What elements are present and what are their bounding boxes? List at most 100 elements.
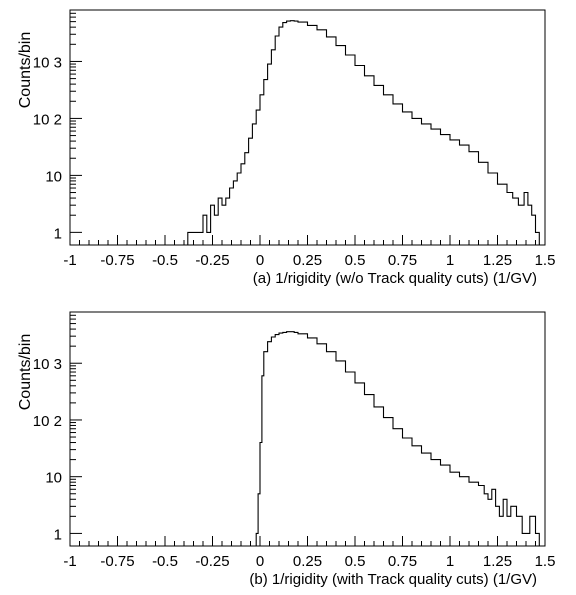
histogram-bin — [203, 215, 207, 245]
histogram-bin — [308, 25, 318, 245]
histogram-bin — [518, 205, 524, 245]
histogram-bin — [252, 124, 256, 245]
histogram-bin — [207, 232, 211, 245]
histogram-bin — [517, 516, 523, 546]
y-axis-title: Counts/bin — [17, 334, 34, 411]
histogram-bin — [290, 21, 294, 245]
histogram-bin — [365, 76, 375, 245]
x-tick-label: -0.75 — [100, 252, 134, 269]
histogram-bin — [195, 232, 199, 245]
histogram-bin — [275, 36, 279, 245]
histogram-bin — [431, 460, 441, 546]
histogram-bin — [283, 23, 287, 245]
histogram-bin — [298, 334, 308, 546]
histogram-bin — [507, 516, 511, 546]
histogram-bin — [479, 162, 489, 245]
histogram-bin — [422, 124, 432, 245]
histogram-bin — [287, 21, 291, 245]
histogram-bin — [384, 418, 394, 546]
histogram-bin — [384, 95, 394, 245]
x-tick-label: -1 — [63, 252, 76, 269]
x-axis-title: (b) 1/rigidity (with Track quality cuts)… — [249, 571, 537, 588]
x-tick-label: 0.5 — [345, 252, 366, 269]
histogram-bin — [441, 465, 451, 546]
histogram-bin — [317, 344, 327, 546]
y-tick-label: 1 — [54, 225, 62, 242]
histogram-bin — [199, 232, 203, 245]
x-tick-label: -0.25 — [195, 252, 229, 269]
histogram-bin — [327, 352, 337, 546]
histogram-bin — [441, 135, 451, 245]
histogram-bin — [492, 489, 496, 546]
x-tick-label: 0.75 — [388, 252, 417, 269]
histogram-bin — [374, 407, 384, 546]
histogram-bin — [450, 140, 460, 245]
histogram-bin — [271, 337, 275, 546]
histogram-bin — [460, 145, 470, 245]
histogram-bin — [536, 533, 540, 546]
histogram-bin — [524, 193, 528, 246]
histogram-bin — [469, 482, 479, 546]
histogram-bin — [317, 30, 327, 245]
histogram-bin — [308, 338, 318, 546]
histogram-bin — [290, 332, 294, 546]
x-tick-label: 1 — [446, 252, 454, 269]
y-tick-label: 10 2 — [33, 111, 62, 128]
x-tick-label: 0 — [256, 252, 264, 269]
histogram-bin — [393, 104, 403, 245]
histogram-bin — [241, 164, 245, 245]
histogram-series-line — [187, 20, 540, 245]
histogram-bin — [374, 85, 384, 245]
histogram-bin — [214, 215, 218, 245]
histogram-bin — [507, 193, 513, 246]
histogram-bin — [294, 332, 298, 546]
histogram-bin — [279, 27, 283, 245]
histogram-bin — [530, 516, 536, 546]
y-tick-label: 10 3 — [33, 356, 62, 373]
histogram-bin — [336, 46, 346, 245]
x-tick-label: 0.25 — [293, 553, 322, 570]
y-tick-label: 10 — [45, 470, 62, 487]
histogram-bin — [422, 453, 432, 546]
histogram-bin — [336, 361, 346, 546]
histogram-bin — [222, 205, 226, 245]
histogram-bin — [499, 516, 503, 546]
histogram-bin — [355, 383, 365, 546]
chart-panel-b: -1 -0.75 -0.5 -0.25 0 0.25 0.5 0.75 1 1.25 1.5 1 10 1… — [17, 311, 555, 588]
histogram-bin — [188, 232, 196, 245]
histogram-bin — [346, 372, 356, 546]
histogram-bin — [279, 333, 283, 546]
histogram-bin — [233, 181, 237, 245]
x-tick-label: -0.25 — [195, 553, 229, 570]
x-tick-label: 0.5 — [345, 553, 366, 570]
histogram-bin — [245, 153, 249, 245]
chart-panel-a: -1 -0.75 -0.5 -0.25 0 0.25 0.5 0.75 1 1.25 1.5 1 10 1… — [17, 9, 555, 287]
histogram-bin — [498, 184, 508, 245]
plot-frame — [69, 9, 546, 246]
histogram-bin — [412, 118, 422, 245]
histogram-bin — [275, 335, 279, 546]
histogram-bin — [479, 486, 485, 547]
histogram-bin — [268, 64, 272, 245]
histogram-bin — [365, 395, 375, 546]
histogram-bin — [488, 499, 492, 546]
histogram-bin — [536, 232, 540, 245]
histogram-bin — [230, 188, 234, 245]
x-axis-title: (a) 1/rigidity (w/o Track quality cuts) … — [253, 270, 537, 287]
y-axis-title: Counts/bin — [17, 32, 34, 109]
histogram-bin — [460, 477, 470, 546]
histogram-bin — [412, 446, 422, 546]
histogram-bin — [403, 112, 413, 245]
histogram-bin — [283, 332, 287, 546]
histogram-bin — [249, 138, 253, 245]
histogram-bin — [355, 66, 365, 246]
y-tick-label: 1 — [54, 526, 62, 543]
histogram-bin — [268, 342, 272, 546]
x-tick-label: 1.25 — [483, 553, 512, 570]
histogram-bin — [503, 499, 507, 546]
y-tick-label: 10 2 — [33, 413, 62, 430]
histogram-bin — [403, 438, 413, 546]
histogram-bin — [218, 198, 222, 245]
histogram-bin — [532, 215, 536, 245]
